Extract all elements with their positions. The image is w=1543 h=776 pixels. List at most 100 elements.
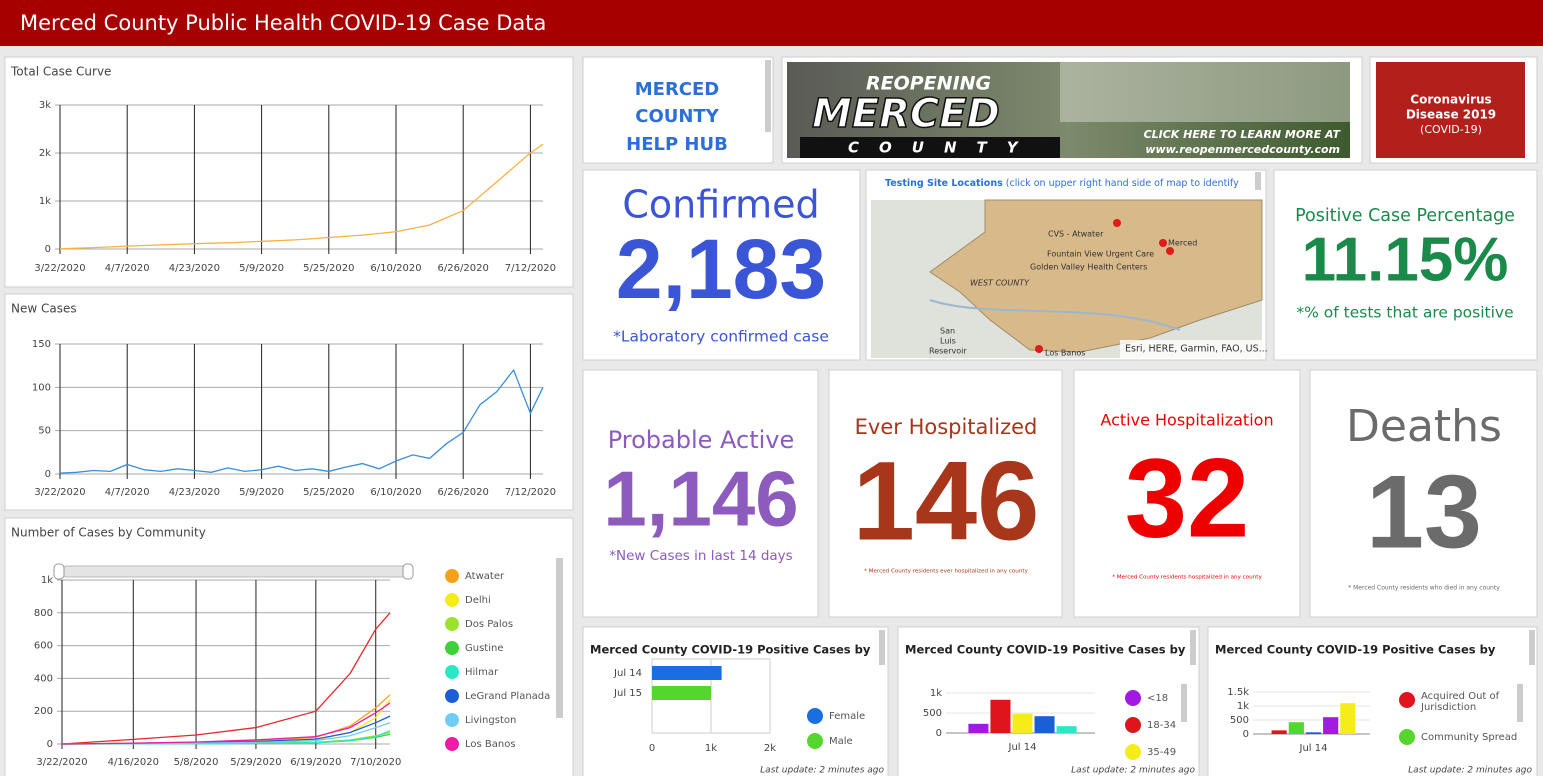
legend-marker: [1399, 692, 1415, 708]
covid-image-text[interactable]: Coronavirus: [1410, 93, 1491, 107]
y-tick-label: 0: [45, 244, 51, 255]
card-note: *New Cases in last 14 days: [609, 548, 792, 564]
map-label: Golden Valley Health Centers: [1030, 263, 1147, 272]
chart-title: Merced County COVID-19 Positive Cases by: [1215, 643, 1496, 657]
map-label: Reservoir: [929, 347, 967, 356]
x-tick-label: 4/7/2020: [105, 487, 150, 498]
scrollbar[interactable]: [765, 60, 771, 132]
legend-label: Female: [829, 711, 865, 722]
x-tick-label: 3/22/2020: [34, 263, 85, 274]
y-tick-label: Jul 15: [613, 688, 642, 699]
chart-title: Number of Cases by Community: [11, 526, 206, 540]
legend-label: Livingston: [465, 715, 516, 726]
scrollbar[interactable]: [1190, 630, 1196, 665]
range-slider[interactable]: [62, 566, 412, 577]
x-tick-label: 6/26/2020: [438, 487, 489, 498]
scrollbar[interactable]: [1517, 684, 1523, 722]
map-header: Testing Site Locations (click on upper r…: [885, 178, 1239, 189]
card-title: Probable Active: [608, 426, 795, 454]
x-tick-label: 2k: [764, 743, 776, 754]
y-tick-label: 1k: [1237, 701, 1249, 712]
legend-label: <18: [1147, 693, 1168, 704]
x-tick-label: 4/23/2020: [169, 487, 220, 498]
x-tick-label: 6/10/2020: [370, 487, 421, 498]
site-marker[interactable]: [1159, 239, 1167, 247]
banner-text[interactable]: CLICK HERE TO LEARN MORE AT: [1144, 128, 1342, 141]
map-attribution: Esri, HERE, Garmin, FAO, US...: [1125, 344, 1268, 355]
site-marker[interactable]: [1113, 219, 1121, 227]
map-label: Fountain View Urgent Care: [1047, 250, 1154, 259]
banner-text[interactable]: MERCED: [812, 91, 1000, 137]
card-title: Active Hospitalization: [1100, 411, 1273, 430]
update-note: Last update: 2 minutes ago: [760, 766, 884, 776]
x-tick-label: 7/12/2020: [505, 263, 556, 274]
legend-marker: [1125, 744, 1141, 760]
x-tick-label: 5/8/2020: [174, 757, 219, 768]
legend-marker: [445, 569, 459, 583]
legend-label: Delhi: [465, 595, 491, 606]
y-tick-label: 150: [32, 339, 51, 350]
covid-image-text[interactable]: Disease 2019: [1406, 108, 1496, 122]
slider-handle[interactable]: [54, 564, 64, 579]
card-value: 146: [853, 439, 1040, 564]
map-label: San: [940, 327, 955, 336]
x-tick-label: 5/9/2020: [239, 263, 284, 274]
legend-label: Atwater: [465, 571, 505, 582]
bar: [990, 700, 1010, 733]
legend-marker: [445, 617, 459, 631]
bar: [1289, 722, 1304, 734]
y-tick-label: 1k: [39, 196, 51, 207]
map-header-title: Testing Site Locations: [885, 178, 1003, 189]
legend-label: Hilmar: [465, 667, 499, 678]
map-label: Merced: [1168, 239, 1197, 248]
bar: [1340, 703, 1355, 734]
x-tick-label: 3/22/2020: [34, 487, 85, 498]
scrollbar[interactable]: [879, 630, 885, 665]
y-tick-label: 600: [34, 641, 53, 652]
legend-marker: [445, 665, 459, 679]
header-title: Merced County Public Health COVID-19 Cas…: [20, 11, 546, 35]
legend-marker: [807, 708, 823, 724]
bar: [652, 666, 722, 680]
x-tick-label: 7/12/2020: [505, 487, 556, 498]
update-note: Last update: 2 minutes ago: [1071, 766, 1195, 776]
map-label: WEST COUNTY: [970, 279, 1030, 288]
x-tick-label: 6/10/2020: [370, 263, 421, 274]
legend-label: Los Banos: [465, 739, 516, 750]
legend-label: Male: [829, 736, 853, 747]
scrollbar[interactable]: [1529, 630, 1535, 665]
legend-marker: [807, 733, 823, 749]
legend-label: Community Spread: [1421, 732, 1517, 743]
bar: [1012, 714, 1032, 733]
page: Merced County Public Health COVID-19 Cas…: [0, 0, 1543, 776]
x-tick-label: 5/9/2020: [239, 487, 284, 498]
scrollbar[interactable]: [1181, 684, 1187, 722]
card-title: Ever Hospitalized: [855, 415, 1038, 439]
y-tick-label: 1k: [930, 688, 942, 699]
legend-label: 18-34: [1147, 720, 1176, 731]
covid-image-text[interactable]: (COVID-19): [1420, 123, 1482, 136]
banner-text[interactable]: COUNTY: [848, 139, 1038, 157]
help-hub-text[interactable]: HELP HUB: [626, 134, 728, 155]
scrollbar[interactable]: [556, 558, 563, 718]
help-hub-text[interactable]: MERCED: [635, 79, 720, 100]
slider-handle[interactable]: [403, 564, 413, 579]
legend-label: Gustine: [465, 643, 504, 654]
banner-text[interactable]: www.reopenmercedcounty.com: [1145, 143, 1340, 156]
scrollbar[interactable]: [1255, 172, 1261, 190]
help-hub-text[interactable]: COUNTY: [635, 106, 719, 127]
x-tick-label: 5/25/2020: [303, 487, 354, 498]
legend-marker: [1125, 717, 1141, 733]
card-value: 11.15%: [1302, 225, 1509, 294]
x-tick-label: 4/7/2020: [105, 263, 150, 274]
site-marker[interactable]: [1166, 247, 1174, 255]
site-marker[interactable]: [1035, 345, 1043, 353]
legend-label: Dos Palos: [465, 619, 513, 630]
x-tick-label: 5/25/2020: [303, 263, 354, 274]
y-tick-label: 400: [34, 673, 53, 684]
legend-label: LeGrand Planada: [465, 691, 550, 702]
legend-marker: [1399, 729, 1415, 745]
card-note: * Merced County residents who died in an…: [1348, 585, 1500, 592]
bar: [652, 686, 711, 700]
card-value: 32: [1125, 436, 1250, 561]
